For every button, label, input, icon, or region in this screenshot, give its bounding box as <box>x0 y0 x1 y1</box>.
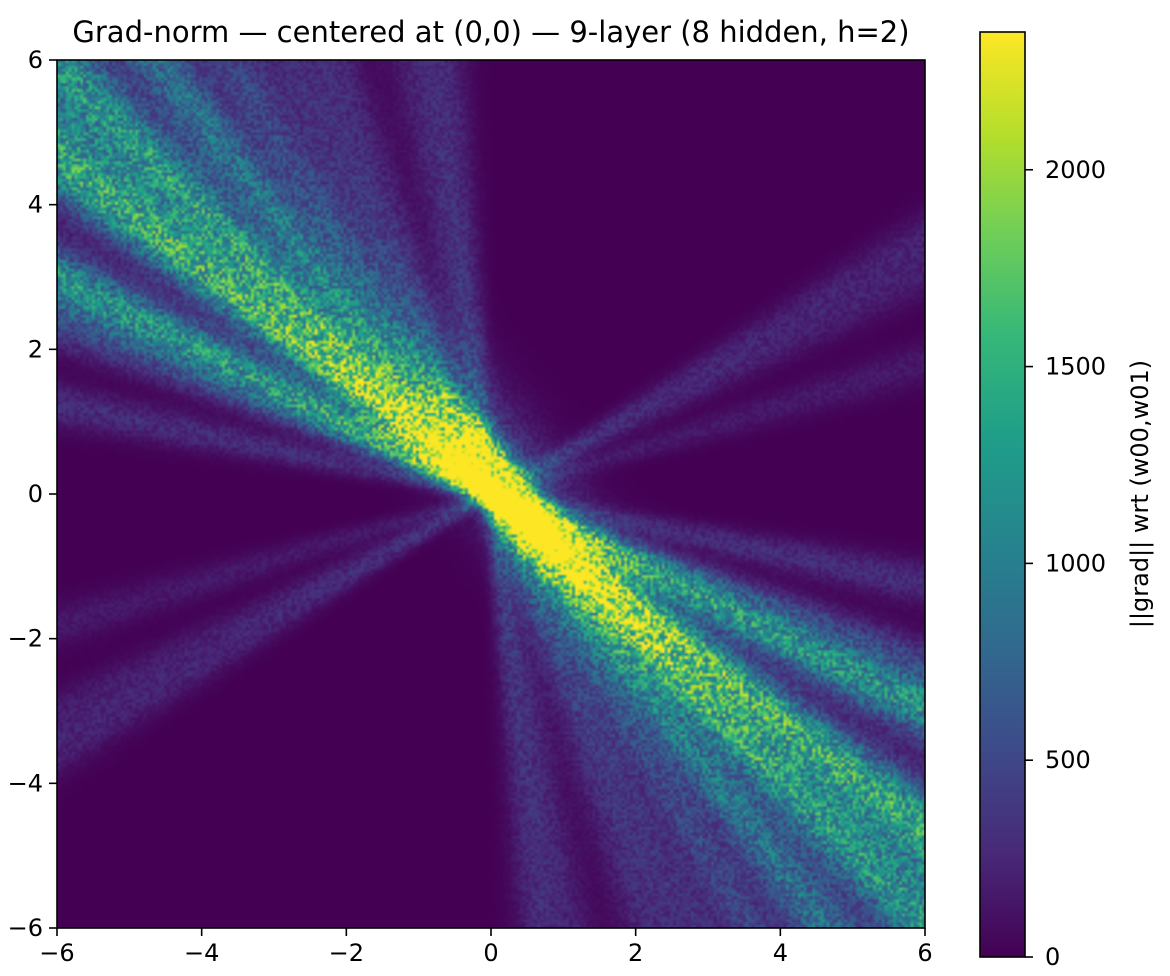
y-tick-label: −6 <box>8 914 43 942</box>
y-axis: −6 −4 −2 0 2 4 6 <box>8 46 57 942</box>
colorbar-label: ||grad|| wrt (w00,w01) <box>1126 360 1154 628</box>
y-tick-label: 0 <box>28 480 43 508</box>
colorbar-tick-label: 1000 <box>1045 549 1106 577</box>
y-tick-label: 6 <box>28 46 43 74</box>
x-tick-label: 4 <box>773 939 788 967</box>
heatmap-image <box>57 60 925 928</box>
colorbar-gradient <box>980 32 1025 957</box>
x-tick-label: −2 <box>329 939 364 967</box>
x-tick-label: −6 <box>39 939 74 967</box>
colorbar-frame <box>979 31 1026 958</box>
chart-title: Grad-norm — centered at (0,0) — 9-layer … <box>72 15 909 49</box>
colorbar-tick-label: 500 <box>1045 746 1091 774</box>
x-tick-label: 2 <box>628 939 643 967</box>
y-tick-label: −2 <box>8 625 43 653</box>
x-tick-label: 0 <box>483 939 498 967</box>
colorbar-tick-label: 1500 <box>1045 353 1106 381</box>
x-tick-label: 6 <box>917 939 932 967</box>
colorbar-tick-label: 2000 <box>1045 156 1106 184</box>
y-tick-label: −4 <box>8 769 43 797</box>
colorbar: 0 500 1000 1500 2000 ||grad|| wrt (w00,w01) <box>979 31 1154 971</box>
x-axis: −6 −4 −2 0 2 4 6 <box>39 928 933 967</box>
y-tick-label: 2 <box>28 335 43 363</box>
y-tick-label: 4 <box>28 191 43 219</box>
x-tick-label: −4 <box>184 939 219 967</box>
heatmap-area <box>56 59 926 929</box>
colorbar-ticks: 0 500 1000 1500 2000 <box>1025 156 1106 971</box>
colorbar-tick-label: 0 <box>1045 943 1060 971</box>
